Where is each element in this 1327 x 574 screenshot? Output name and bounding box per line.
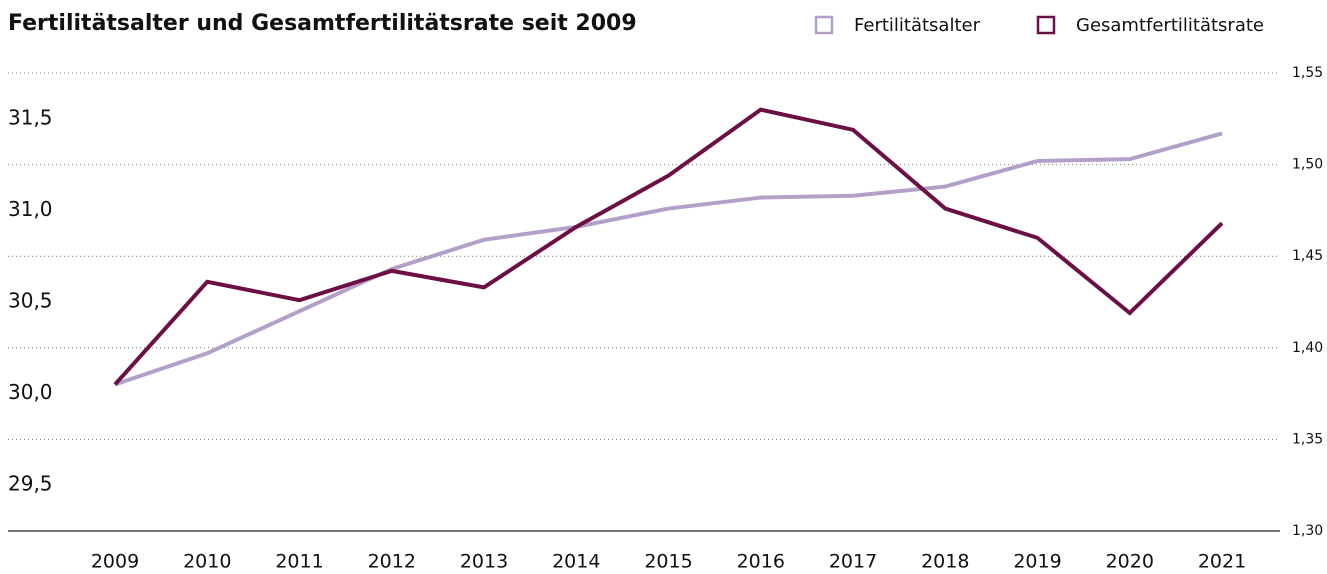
y2-tick-label: 1,55	[1292, 65, 1323, 81]
x-tick-label: 2014	[552, 551, 600, 573]
chart-title: Fertilitätsalter und Gesamtfertilitätsra…	[8, 11, 637, 36]
legend-swatch	[814, 15, 834, 35]
y-tick-label: 29,5	[8, 472, 53, 496]
y-tick-label: 31,5	[8, 105, 53, 129]
x-tick-label: 2019	[1013, 551, 1061, 573]
x-tick-label: 2017	[829, 551, 877, 573]
series-line	[113, 107, 1224, 386]
y2-tick-label: 1,30	[1292, 523, 1323, 539]
y2-tick-label: 1,45	[1292, 248, 1323, 264]
legend-swatch	[1036, 15, 1056, 35]
y-tick-label: 30,5	[8, 289, 53, 313]
x-tick-label: 2009	[91, 551, 139, 573]
series-line	[114, 131, 1223, 387]
x-tick-label: 2016	[737, 551, 785, 573]
x-tick-label: 2015	[644, 551, 692, 573]
y2-tick-label: 1,40	[1292, 340, 1323, 356]
y-tick-label: 30,0	[8, 380, 53, 404]
legend-label: Gesamtfertilitätsrate	[1076, 15, 1264, 36]
x-tick-label: 2013	[460, 551, 508, 573]
y2-tick-label: 1,50	[1292, 157, 1323, 173]
y2-tick-label: 1,35	[1292, 431, 1323, 447]
x-tick-label: 2020	[1106, 551, 1154, 573]
x-tick-label: 2010	[183, 551, 231, 573]
y-tick-label: 31,0	[8, 197, 53, 221]
x-tick-label: 2021	[1198, 551, 1246, 573]
legend-label: Fertilitätsalter	[854, 15, 981, 36]
x-tick-label: 2012	[368, 551, 416, 573]
x-tick-label: 2011	[275, 551, 323, 573]
x-tick-label: 2018	[921, 551, 969, 573]
